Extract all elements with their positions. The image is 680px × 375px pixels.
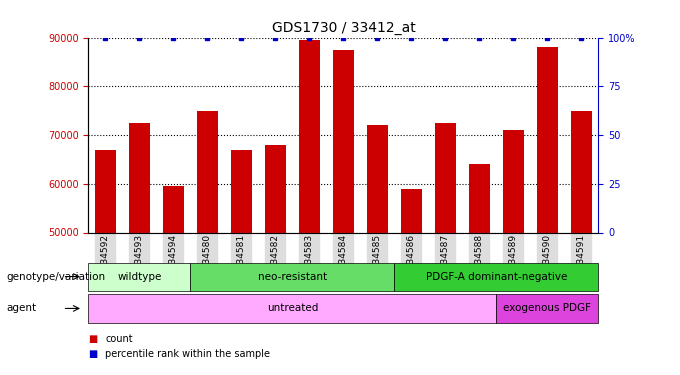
Text: exogenous PDGF: exogenous PDGF (503, 303, 592, 313)
Bar (197, 111, 218, 232)
Text: ■: ■ (88, 334, 98, 344)
Bar (503, 130, 524, 232)
Text: ■: ■ (88, 350, 98, 359)
Bar (231, 150, 252, 232)
Bar (537, 47, 558, 232)
Bar (367, 125, 388, 232)
Bar (435, 123, 456, 232)
Bar (95, 150, 116, 232)
Bar (469, 164, 490, 232)
Bar (163, 186, 184, 232)
Title: GDS1730 / 33412_at: GDS1730 / 33412_at (271, 21, 415, 35)
Bar (129, 123, 150, 232)
Bar (265, 145, 286, 232)
Text: untreated: untreated (267, 303, 318, 313)
Bar (401, 189, 422, 232)
Text: count: count (105, 334, 133, 344)
Text: neo-resistant: neo-resistant (258, 272, 327, 282)
Text: percentile rank within the sample: percentile rank within the sample (105, 350, 271, 359)
Text: genotype/variation: genotype/variation (7, 272, 106, 282)
Bar (571, 111, 592, 232)
Text: wildtype: wildtype (117, 272, 162, 282)
Bar (333, 50, 354, 232)
Text: PDGF-A dominant-negative: PDGF-A dominant-negative (426, 272, 567, 282)
Text: agent: agent (7, 303, 37, 313)
Bar (299, 40, 320, 232)
